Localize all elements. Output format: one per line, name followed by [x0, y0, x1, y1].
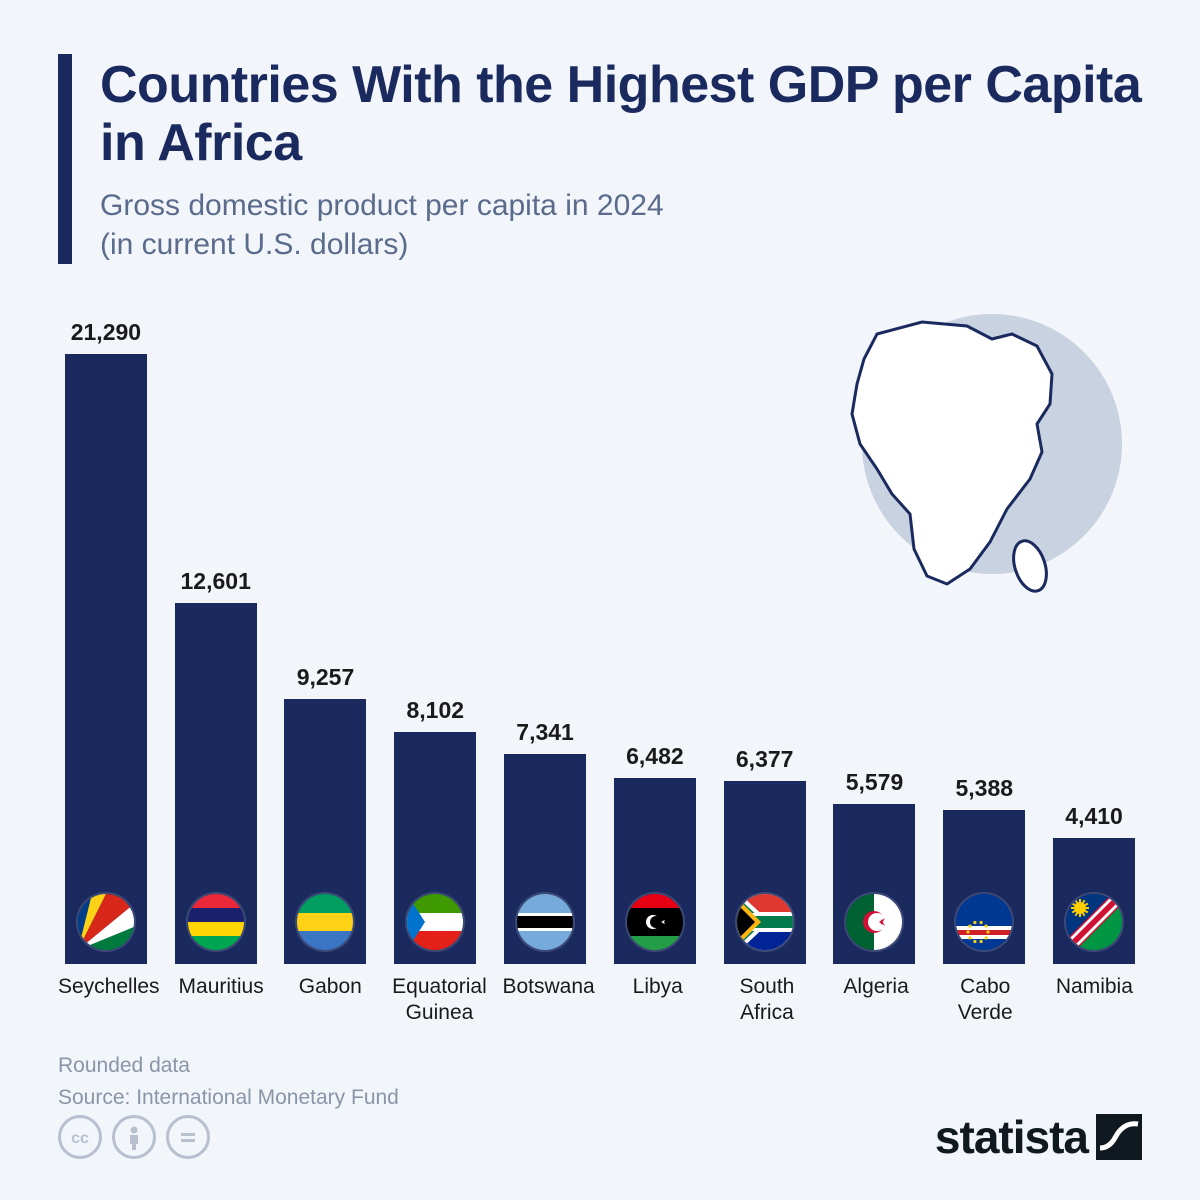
bars-container: 21,290 12,601 9,257 8,102 [58, 312, 1142, 964]
subtitle-line1: Gross domestic product per capita in 202… [100, 189, 664, 222]
bar-value-label: 6,482 [626, 743, 684, 770]
x-axis-labels: Seychelles Mauritius Gabon EquatorialGuinea… [58, 974, 1142, 1026]
bar-column: 5,579 [827, 769, 923, 964]
bar-column: 21,290 [58, 319, 154, 964]
gabon-flag-icon [297, 894, 353, 950]
x-axis-label: EquatorialGuinea [392, 974, 487, 1026]
bar [284, 699, 366, 964]
x-axis-label: Gabon [283, 974, 378, 1026]
bar-value-label: 6,377 [736, 746, 794, 773]
bar-column: 5,388 [936, 775, 1032, 964]
bar-value-label: 4,410 [1065, 803, 1123, 830]
bar-value-label: 21,290 [71, 319, 141, 346]
x-axis-label: Namibia [1047, 974, 1142, 1026]
namibia-flag-icon [1066, 894, 1122, 950]
eqguinea-flag-icon [407, 894, 463, 950]
bar [724, 781, 806, 964]
subtitle: Gross domestic product per capita in 202… [100, 186, 1142, 264]
cc-nd-icon [166, 1115, 210, 1159]
footnote-source: Source: International Monetary Fund [58, 1082, 1142, 1114]
bar [175, 603, 257, 964]
bar-column: 8,102 [387, 697, 483, 964]
bar-column: 7,341 [497, 719, 593, 964]
libya-flag-icon [627, 894, 683, 950]
x-axis-label: Mauritius [174, 974, 269, 1026]
bar-value-label: 5,388 [955, 775, 1013, 802]
x-axis-label: Seychelles [58, 974, 160, 1026]
bar-column: 6,377 [717, 746, 813, 964]
bar-column: 12,601 [168, 568, 264, 964]
brand-text: statista [935, 1110, 1088, 1164]
bar-value-label: 5,579 [846, 769, 904, 796]
bar-column: 4,410 [1046, 803, 1142, 964]
subtitle-line2: (in current U.S. dollars) [100, 228, 408, 261]
x-axis-label: Libya [610, 974, 705, 1026]
bar-value-label: 8,102 [407, 697, 465, 724]
seychelles-flag-icon [78, 894, 134, 950]
header: Countries With the Highest GDP per Capit… [58, 54, 1142, 264]
footer: cc statista [58, 1110, 1142, 1164]
bar-value-label: 12,601 [181, 568, 251, 595]
bar-value-label: 9,257 [297, 664, 355, 691]
infographic-page: Countries With the Highest GDP per Capit… [0, 0, 1200, 1200]
page-title: Countries With the Highest GDP per Capit… [100, 56, 1142, 172]
bar-column: 9,257 [278, 664, 374, 964]
footnote-rounded: Rounded data [58, 1050, 1142, 1082]
bar-value-label: 7,341 [516, 719, 574, 746]
svg-text:cc: cc [71, 1130, 89, 1147]
algeria-flag-icon [846, 894, 902, 950]
title-accent-bar [58, 54, 72, 264]
bar [394, 732, 476, 964]
x-axis-label: Botswana [501, 974, 596, 1026]
bar [1053, 838, 1135, 964]
caboverde-flag-icon [956, 894, 1012, 950]
cc-by-icon [112, 1115, 156, 1159]
bar [943, 810, 1025, 964]
brand-mark-icon [1096, 1114, 1142, 1160]
x-axis-label: CaboVerde [938, 974, 1033, 1026]
bar-column: 6,482 [607, 743, 703, 964]
x-axis-label: SouthAfrica [719, 974, 814, 1026]
statista-logo: statista [935, 1110, 1142, 1164]
header-text: Countries With the Highest GDP per Capit… [100, 54, 1142, 264]
bar [504, 754, 586, 964]
x-axis-label: Algeria [829, 974, 924, 1026]
bar [65, 354, 147, 964]
cc-license-icons: cc [58, 1115, 210, 1159]
botswana-flag-icon [517, 894, 573, 950]
southafrica-flag-icon [737, 894, 793, 950]
mauritius-flag-icon [188, 894, 244, 950]
footnotes: Rounded data Source: International Monet… [58, 1050, 1142, 1113]
cc-icon: cc [58, 1115, 102, 1159]
bar [833, 804, 915, 964]
bar [614, 778, 696, 964]
bar-chart: 21,290 12,601 9,257 8,102 [58, 304, 1142, 964]
